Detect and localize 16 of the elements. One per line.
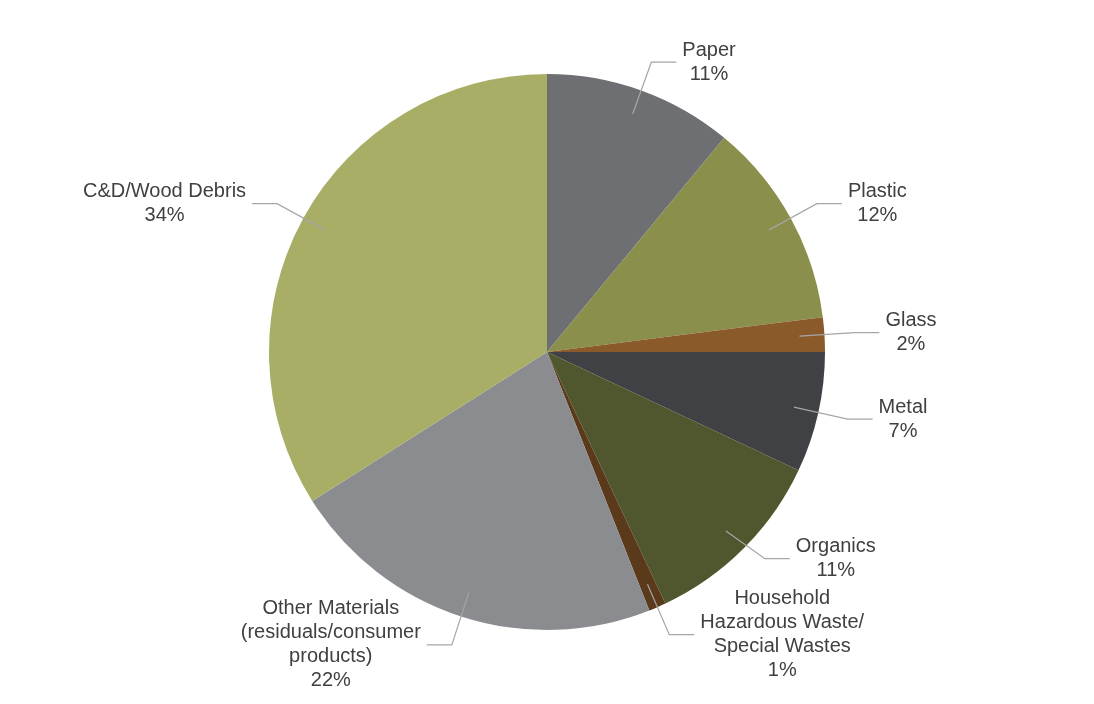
data-label: 1% — [767, 658, 797, 681]
data-label: 11% — [689, 61, 729, 84]
slice-label: Other Materials (residuals/consumer products) — [240, 596, 422, 667]
data-label: 12% — [857, 203, 898, 226]
data-label: 2% — [896, 332, 926, 355]
slice-label: Household Hazardous Waste/ Special Wastes — [700, 586, 865, 657]
data-label: 34% — [144, 203, 185, 226]
data-label: 11% — [816, 558, 856, 581]
slice-label: Plastic — [847, 179, 907, 202]
slice-label: C&D/Wood Debris — [83, 179, 247, 202]
slice-label: Organics — [795, 534, 876, 557]
data-label: 22% — [310, 668, 352, 691]
data-label: 7% — [888, 418, 918, 441]
slice-label: Metal — [878, 394, 928, 417]
slice-label: Paper — [682, 37, 737, 60]
slice-label: Glass — [885, 308, 937, 331]
